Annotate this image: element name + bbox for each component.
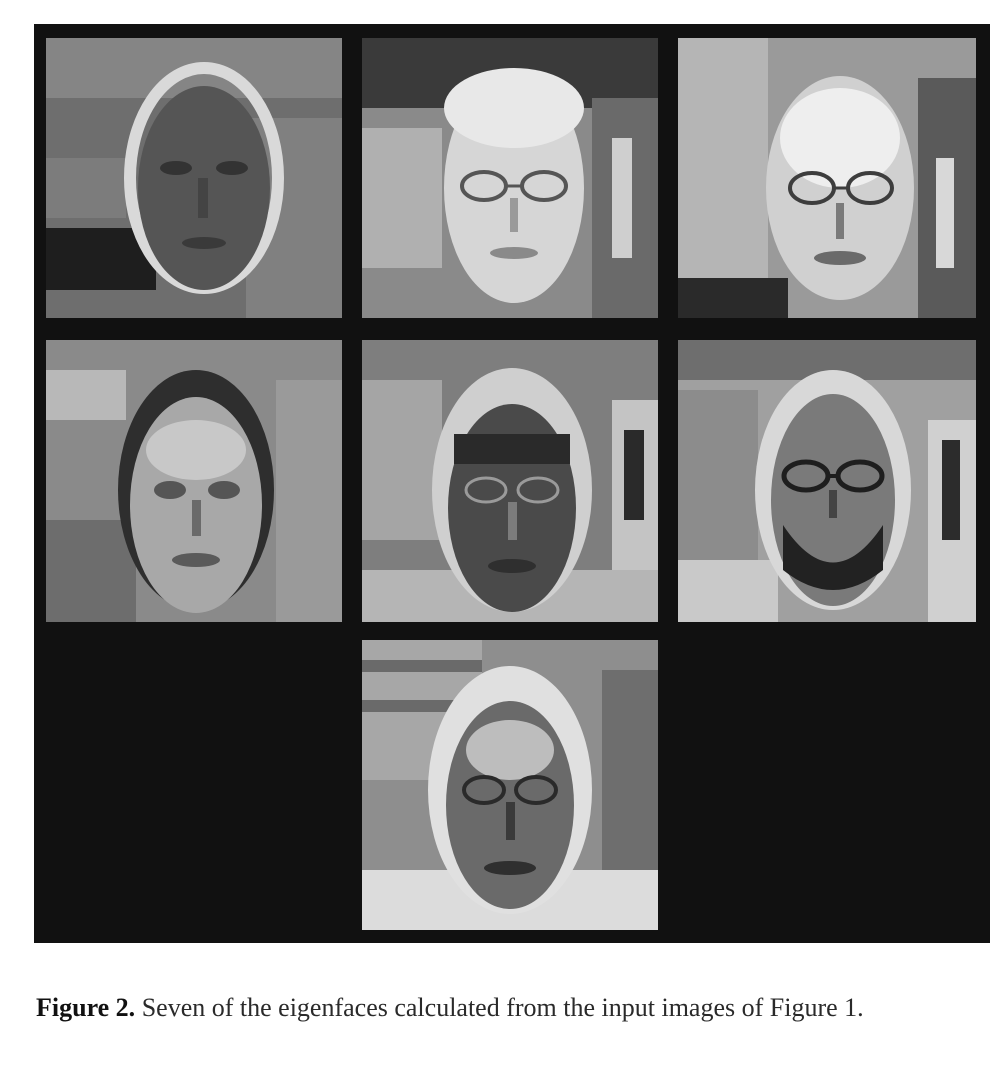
figure-caption: Figure 2. Seven of the eigenfaces calcul… [36, 988, 976, 1028]
eigenface-7 [362, 640, 658, 930]
figure-label: Figure 2. [36, 993, 136, 1022]
eigenface-1 [46, 38, 342, 318]
eigenface-5 [362, 340, 658, 622]
figure-caption-text: Seven of the eigenfaces calculated from … [141, 993, 864, 1022]
eigenface-4 [46, 340, 342, 622]
eigenface-2 [362, 38, 658, 318]
eigenface-3 [678, 38, 976, 318]
eigenface-6 [678, 340, 976, 622]
eigenface-figure [34, 24, 990, 943]
